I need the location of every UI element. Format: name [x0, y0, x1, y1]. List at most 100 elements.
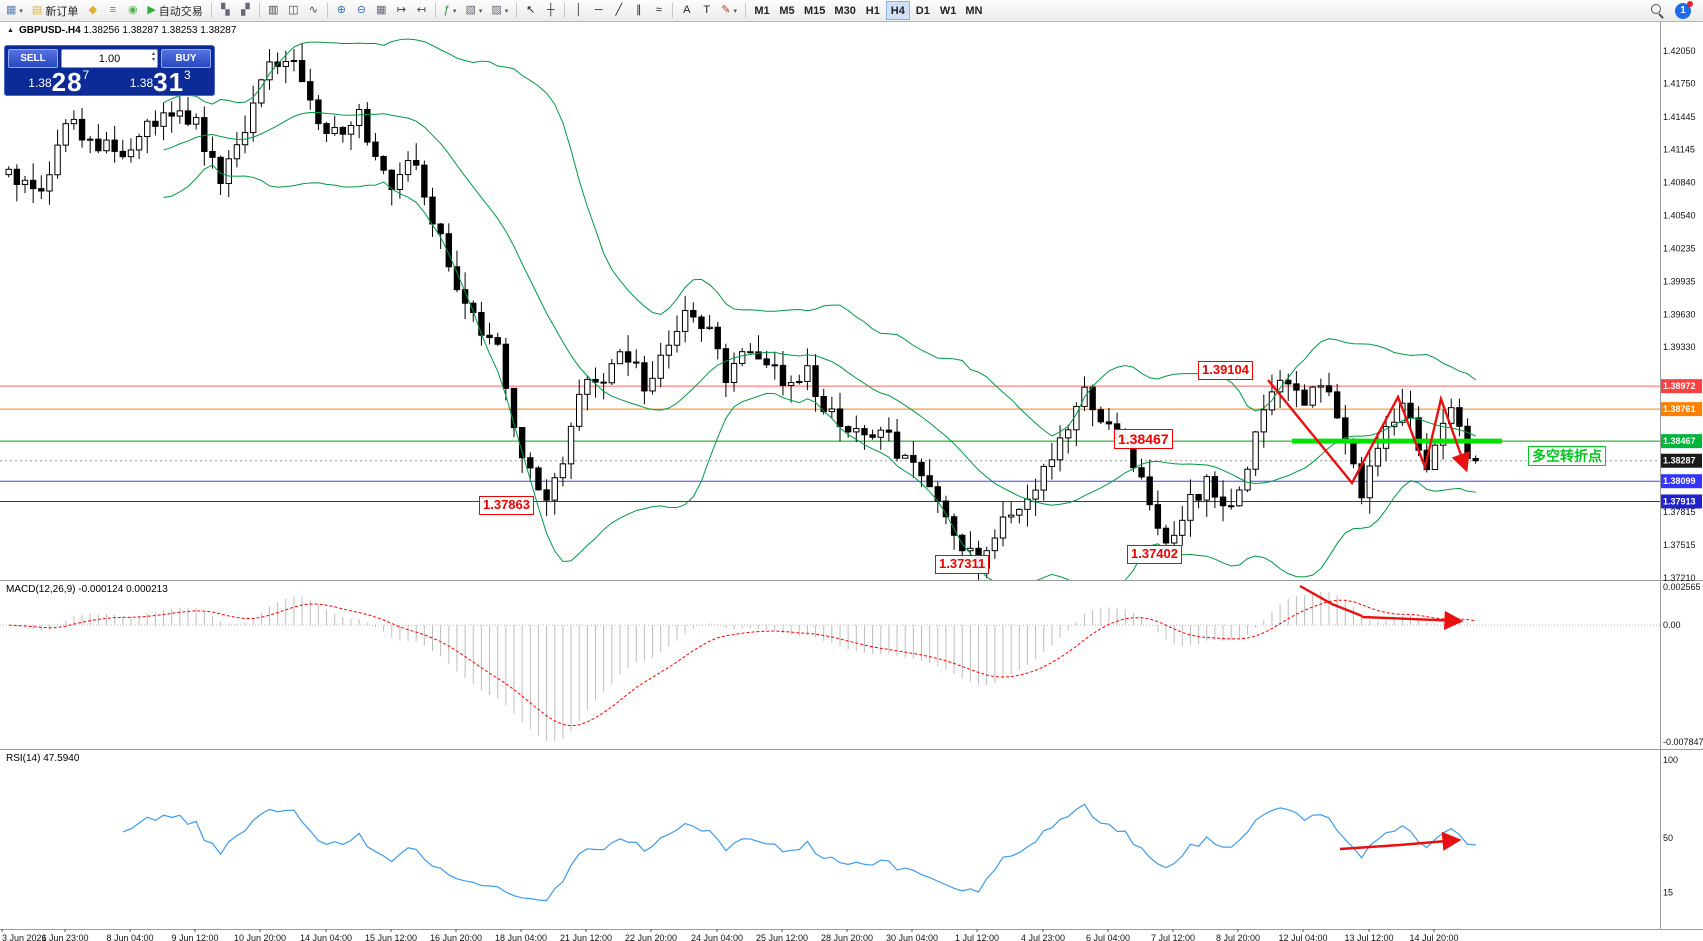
- buy-price-display[interactable]: 1.38 31 3: [129, 67, 191, 97]
- crosshair-button[interactable]: ┼: [541, 1, 560, 20]
- zoom-in-button[interactable]: ⊕: [332, 1, 351, 20]
- timeframe-d1-label: D1: [915, 4, 930, 17]
- periods-button[interactable]: ▧ ▾: [461, 1, 486, 20]
- arrows-button[interactable]: ✎ ▾: [717, 1, 741, 20]
- chart-collapse-icon[interactable]: ▲: [7, 27, 14, 34]
- dropdown-arrow-icon: ▾: [478, 7, 483, 15]
- one-click-trading-panel: SELL 1.00 ▴ ▾ BUY 1.38 28 7 1.38 31 3: [4, 45, 215, 96]
- market-watch-button[interactable]: ≡: [103, 1, 122, 20]
- svg-text:1.42050: 1.42050: [1663, 46, 1696, 56]
- toolbar-separator: [672, 3, 674, 18]
- timeframe-m30[interactable]: M30: [830, 1, 859, 20]
- svg-text:24 Jun 04:00: 24 Jun 04:00: [691, 933, 743, 941]
- notification-count: 1: [1680, 5, 1686, 16]
- new-order-button[interactable]: ▤ 新订单: [28, 1, 82, 20]
- timeframe-d1[interactable]: D1: [911, 1, 935, 20]
- cascade-charts-button[interactable]: ▞: [236, 1, 255, 20]
- svg-text:1.38287: 1.38287: [1663, 456, 1696, 466]
- svg-text:1 Jul 12:00: 1 Jul 12:00: [955, 933, 999, 941]
- toolbar-right-cluster: 1: [1650, 0, 1701, 19]
- trendline-button[interactable]: ╱: [609, 1, 628, 20]
- timeframe-h1[interactable]: H1: [861, 1, 885, 20]
- timeframe-h4[interactable]: H4: [885, 1, 910, 20]
- svg-text:22 Jun 20:00: 22 Jun 20:00: [625, 933, 677, 941]
- fibonacci-button[interactable]: ≈: [649, 1, 668, 20]
- timeframe-w1[interactable]: W1: [936, 1, 961, 20]
- toolbar-separator: [564, 3, 566, 18]
- trendline-icon: ╱: [615, 4, 623, 16]
- periods-icon: ▧: [465, 4, 476, 16]
- zoom-in-icon: ⊕: [336, 4, 346, 16]
- tile-charts-button[interactable]: ▚: [216, 1, 235, 20]
- svg-text:1.41445: 1.41445: [1663, 112, 1696, 122]
- indicators-button[interactable]: ƒ ▾: [440, 1, 461, 20]
- price-badge: [1661, 434, 1702, 449]
- dropdown-arrow-icon: ▾: [733, 7, 738, 15]
- svg-text:6 Jul 04:00: 6 Jul 04:00: [1086, 933, 1130, 941]
- svg-text:7 Jul 12:00: 7 Jul 12:00: [1151, 933, 1195, 941]
- candlestick-chart-button[interactable]: ◫: [284, 1, 303, 20]
- cursor-button[interactable]: ↖: [521, 1, 540, 20]
- timeframe-mn-label: MN: [965, 4, 983, 17]
- svg-text:13 Jul 12:00: 13 Jul 12:00: [1344, 933, 1393, 941]
- price-badge: [1661, 453, 1702, 468]
- volume-up-arrow-icon[interactable]: ▴: [151, 51, 155, 57]
- volume-down-arrow-icon[interactable]: ▾: [151, 57, 155, 63]
- notifications-button[interactable]: 1: [1675, 0, 1693, 19]
- macd-plot: [0, 591, 1660, 742]
- volume-input[interactable]: 1.00 ▴ ▾: [61, 49, 158, 68]
- tile-charts-icon: ▚: [221, 4, 230, 16]
- timeframe-mn[interactable]: MN: [961, 1, 986, 20]
- svg-text:8 Jul 20:00: 8 Jul 20:00: [1216, 933, 1260, 941]
- chart-shift-button[interactable]: ↤: [412, 1, 431, 20]
- metaeditor-button[interactable]: ◆: [83, 1, 102, 20]
- horizontal-line-icon: ─: [594, 4, 603, 16]
- ohlc-values: 1.38256 1.38287 1.38253 1.38287: [83, 25, 237, 36]
- zoom-out-button[interactable]: ⊖: [352, 1, 371, 20]
- bar-chart-button[interactable]: ▥: [264, 1, 283, 20]
- data-window-button[interactable]: ◉: [123, 1, 142, 20]
- arrows-pencil-icon: ✎: [721, 4, 731, 16]
- search-icon[interactable]: [1650, 3, 1665, 19]
- sell-button[interactable]: SELL: [8, 49, 58, 68]
- svg-text:1.40840: 1.40840: [1663, 178, 1696, 188]
- fibonacci-icon: ≈: [655, 4, 662, 16]
- svg-text:1.41145: 1.41145: [1663, 145, 1695, 155]
- svg-text:16 Jun 20:00: 16 Jun 20:00: [430, 933, 482, 941]
- line-chart-button[interactable]: ∿: [304, 1, 323, 20]
- svg-text:1.39330: 1.39330: [1663, 342, 1696, 352]
- toolbar-separator: [516, 3, 518, 18]
- vertical-line-button[interactable]: │: [569, 1, 588, 20]
- new-order-icon: ▤: [31, 4, 43, 16]
- svg-text:1.39935: 1.39935: [1663, 276, 1696, 286]
- autotrading-button[interactable]: ▶ 自动交易: [143, 1, 206, 20]
- svg-text:3 Jun 2021: 3 Jun 2021: [2, 933, 47, 941]
- price-annotation: 1.38467: [1114, 429, 1173, 450]
- chart-shift-icon: ↤: [416, 4, 426, 16]
- timeframe-m15[interactable]: M15: [800, 1, 829, 20]
- text-label-button[interactable]: T: [697, 1, 716, 20]
- svg-text:8 Jun 04:00: 8 Jun 04:00: [106, 933, 153, 941]
- timeframe-m1[interactable]: M1: [750, 1, 774, 20]
- toolbar-separator: [258, 3, 260, 18]
- buy-button[interactable]: BUY: [161, 49, 211, 68]
- tile-windows-button[interactable]: ▦: [372, 1, 391, 20]
- chart-title: GBPUSD-.H4 1.38256 1.38287 1.38253 1.382…: [19, 25, 236, 36]
- auto-scroll-button[interactable]: ↦: [392, 1, 411, 20]
- svg-text:1.37210: 1.37210: [1663, 573, 1696, 583]
- templates-button[interactable]: ▨ ▾: [487, 1, 512, 20]
- svg-text:6 Jun 23:00: 6 Jun 23:00: [41, 933, 88, 941]
- timeframe-m1-label: M1: [754, 4, 770, 17]
- search-tail-icon: [1658, 13, 1664, 19]
- timeframe-m5[interactable]: M5: [775, 1, 799, 20]
- market-watch-icon: ≡: [109, 4, 117, 16]
- candles: [5, 43, 1479, 580]
- svg-text:18 Jun 04:00: 18 Jun 04:00: [495, 933, 547, 941]
- sell-price-display[interactable]: 1.38 28 7: [28, 67, 90, 97]
- text-button[interactable]: A: [677, 1, 696, 20]
- new-chart-button[interactable]: ▦ ▾: [2, 1, 27, 20]
- channel-button[interactable]: ∥: [629, 1, 648, 20]
- horizontal-line-button[interactable]: ─: [589, 1, 608, 20]
- price-badge: [1661, 494, 1702, 509]
